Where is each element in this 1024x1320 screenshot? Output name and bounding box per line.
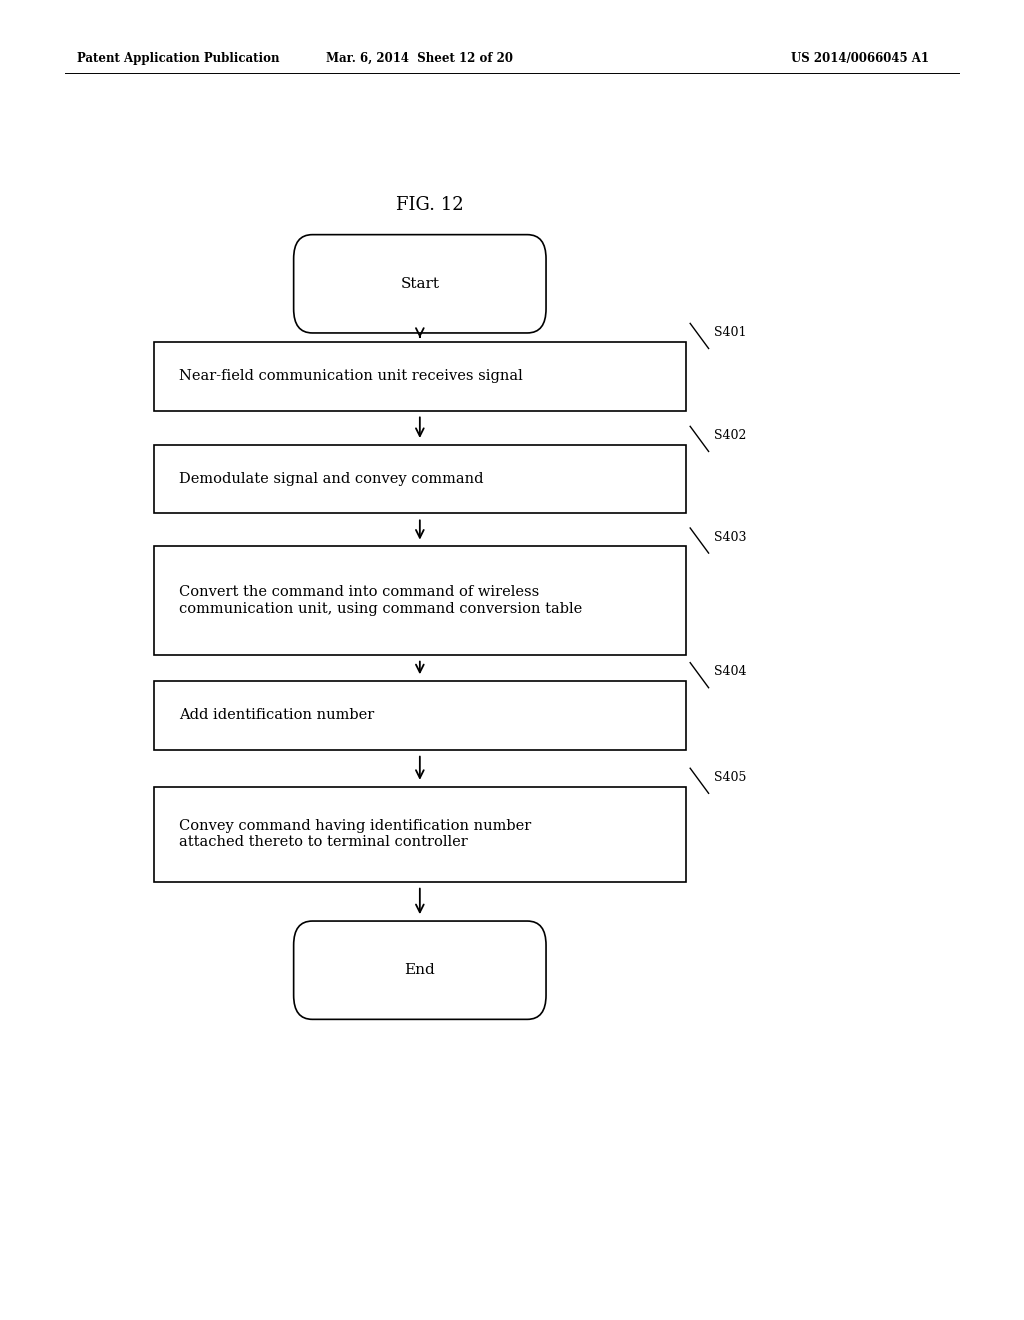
Text: S403: S403 xyxy=(714,531,746,544)
Text: S402: S402 xyxy=(714,429,746,442)
Text: End: End xyxy=(404,964,435,977)
FancyBboxPatch shape xyxy=(294,235,546,333)
Text: S404: S404 xyxy=(714,665,746,678)
FancyBboxPatch shape xyxy=(154,681,686,750)
Text: Start: Start xyxy=(400,277,439,290)
Text: US 2014/0066045 A1: US 2014/0066045 A1 xyxy=(792,51,929,65)
FancyBboxPatch shape xyxy=(294,921,546,1019)
Text: Near-field communication unit receives signal: Near-field communication unit receives s… xyxy=(179,370,523,383)
FancyBboxPatch shape xyxy=(154,342,686,411)
Text: S401: S401 xyxy=(714,326,746,339)
FancyBboxPatch shape xyxy=(154,445,686,513)
FancyBboxPatch shape xyxy=(154,546,686,655)
Text: Patent Application Publication: Patent Application Publication xyxy=(77,51,280,65)
Text: S405: S405 xyxy=(714,771,746,784)
Text: Convey command having identification number
attached thereto to terminal control: Convey command having identification num… xyxy=(179,820,531,849)
Text: Convert the command into command of wireless
communication unit, using command c: Convert the command into command of wire… xyxy=(179,586,583,615)
FancyBboxPatch shape xyxy=(154,787,686,882)
Text: Demodulate signal and convey command: Demodulate signal and convey command xyxy=(179,473,483,486)
Text: FIG. 12: FIG. 12 xyxy=(396,195,464,214)
Text: Mar. 6, 2014  Sheet 12 of 20: Mar. 6, 2014 Sheet 12 of 20 xyxy=(327,51,513,65)
Text: Add identification number: Add identification number xyxy=(179,709,375,722)
